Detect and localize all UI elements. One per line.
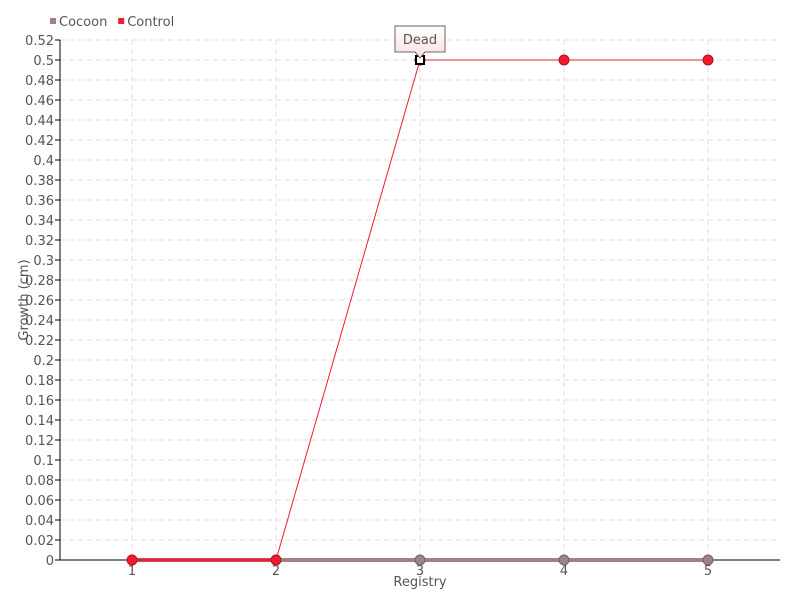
y-tick-label: 0.28 <box>25 274 54 289</box>
y-tick-label: 0.4 <box>33 154 54 169</box>
y-axis-label: Growth (cm) <box>17 259 32 340</box>
y-tick-label: 0.34 <box>25 214 54 229</box>
y-tick-label: 0.06 <box>25 494 54 509</box>
series-control <box>126 54 714 566</box>
y-tick-label: 0.2 <box>33 354 54 369</box>
y-tick-label: 0.26 <box>25 294 54 309</box>
x-tick-label: 2 <box>272 564 280 579</box>
legend-label: Cocoon <box>59 15 107 30</box>
series-layer <box>126 54 714 566</box>
data-point[interactable] <box>558 554 570 566</box>
y-tick-label: 0.18 <box>25 374 54 389</box>
data-point[interactable] <box>702 54 714 66</box>
legend[interactable]: Cocoon Control <box>50 15 174 30</box>
legend-item-control[interactable]: Control <box>118 15 174 30</box>
series-line-segment <box>275 59 421 561</box>
data-point[interactable] <box>270 554 282 566</box>
y-tick-label: 0.36 <box>25 194 54 209</box>
y-tick-label: 0.5 <box>33 54 54 69</box>
y-tick-label: 0.22 <box>25 334 54 349</box>
y-tick-label: 0.1 <box>33 454 54 469</box>
tooltip: Dead <box>394 25 446 65</box>
y-tick-label: 0.48 <box>25 74 54 89</box>
data-point[interactable] <box>702 554 714 566</box>
y-tick-label: 0.04 <box>25 514 54 529</box>
y-tick-label: 0.44 <box>25 114 54 129</box>
y-tick-label: 0.42 <box>25 134 54 149</box>
data-point[interactable] <box>414 554 426 566</box>
x-tick-label: 1 <box>128 564 136 579</box>
x-axis-label: Registry <box>393 575 447 590</box>
grid <box>60 39 780 560</box>
y-tick-label: 0.08 <box>25 474 54 489</box>
legend-swatch <box>50 18 56 24</box>
legend-label: Control <box>127 15 174 30</box>
y-tick-label: 0.24 <box>25 314 54 329</box>
y-tick-label: 0.02 <box>25 534 54 549</box>
y-tick-label: 0.38 <box>25 174 54 189</box>
y-tick-label: 0.52 <box>25 34 54 49</box>
x-tick-label: 5 <box>704 564 712 579</box>
data-point[interactable] <box>126 554 138 566</box>
legend-swatch <box>118 18 125 24</box>
x-tick-label: 4 <box>560 564 568 579</box>
y-tick-label: 0.3 <box>33 254 54 269</box>
axes: 0 0.02 0.04 0.06 0.08 0.1 0.12 0.14 0.16 0.18 0.2 0… <box>25 34 780 579</box>
y-tick-label: 0.14 <box>25 414 54 429</box>
y-tick-label: 0.12 <box>25 434 54 449</box>
y-tick-label: 0.46 <box>25 94 54 109</box>
y-tick-label: 0.16 <box>25 394 54 409</box>
data-point[interactable] <box>558 54 570 66</box>
y-tick-label: 0.32 <box>25 234 54 249</box>
y-tick-label: 0 <box>46 554 54 569</box>
x-tick-label: 3 <box>416 564 424 579</box>
tooltip-box <box>394 25 446 59</box>
tooltip-text: Dead <box>403 33 437 48</box>
legend-item-cocoon[interactable]: Cocoon <box>50 15 107 30</box>
